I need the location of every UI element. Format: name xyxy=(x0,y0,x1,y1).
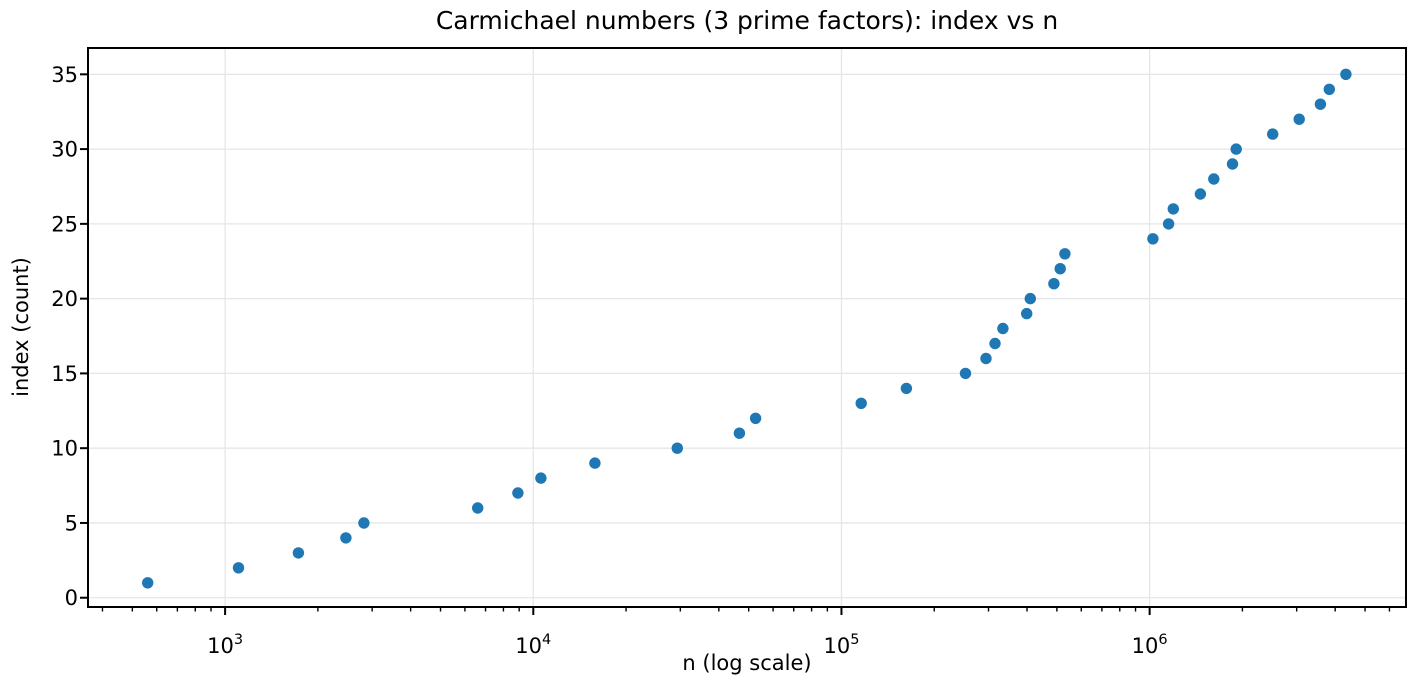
y-tick-label: 0 xyxy=(65,586,78,610)
y-tick-label: 35 xyxy=(51,63,78,87)
data-point xyxy=(1340,68,1352,81)
data-point xyxy=(1194,188,1207,200)
x-tick-label: 105 xyxy=(823,632,859,658)
data-point xyxy=(855,397,867,409)
data-point xyxy=(358,517,370,529)
axes-frame xyxy=(87,47,1407,608)
data-point xyxy=(1267,128,1279,140)
data-point xyxy=(292,547,305,559)
data-point xyxy=(900,382,913,395)
y-tick-label: 20 xyxy=(51,287,78,311)
data-point xyxy=(142,577,154,589)
data-point xyxy=(1323,83,1336,96)
data-point xyxy=(997,322,1009,335)
data-point xyxy=(733,427,746,439)
data-point xyxy=(1226,158,1239,170)
y-tick-label: 25 xyxy=(51,212,78,236)
y-tick-label: 10 xyxy=(51,437,78,461)
data-point xyxy=(1054,263,1066,275)
data-point xyxy=(1024,292,1037,305)
data-point xyxy=(1147,233,1159,245)
data-point xyxy=(980,352,992,365)
x-tick-label: 104 xyxy=(515,632,551,658)
data-point xyxy=(1167,203,1180,215)
data-point xyxy=(1162,218,1175,230)
x-tick-label: 103 xyxy=(207,632,243,658)
data-point xyxy=(671,442,683,454)
data-point xyxy=(1059,248,1071,260)
y-axis-label: index (count) xyxy=(9,257,33,397)
data-point xyxy=(340,532,352,544)
x-tick-label: 106 xyxy=(1132,632,1168,658)
data-point xyxy=(1230,143,1242,155)
data-point xyxy=(1020,307,1033,320)
data-point xyxy=(749,412,762,424)
data-point xyxy=(589,457,601,469)
data-point xyxy=(989,337,1001,350)
data-point xyxy=(535,472,547,484)
x-axis-label: n (log scale) xyxy=(682,651,812,675)
chart-title: Carmichael numbers (3 prime factors): in… xyxy=(435,6,1059,35)
data-point xyxy=(232,562,245,574)
data-point xyxy=(472,502,484,514)
y-tick-label: 5 xyxy=(65,511,78,535)
data-point xyxy=(1314,98,1327,110)
y-tick-label: 15 xyxy=(51,362,78,386)
data-point xyxy=(1048,278,1060,290)
data-point xyxy=(1208,173,1220,185)
data-point xyxy=(959,367,972,380)
data-point xyxy=(512,487,524,499)
y-tick-label: 30 xyxy=(51,138,78,162)
data-point xyxy=(1293,113,1305,125)
